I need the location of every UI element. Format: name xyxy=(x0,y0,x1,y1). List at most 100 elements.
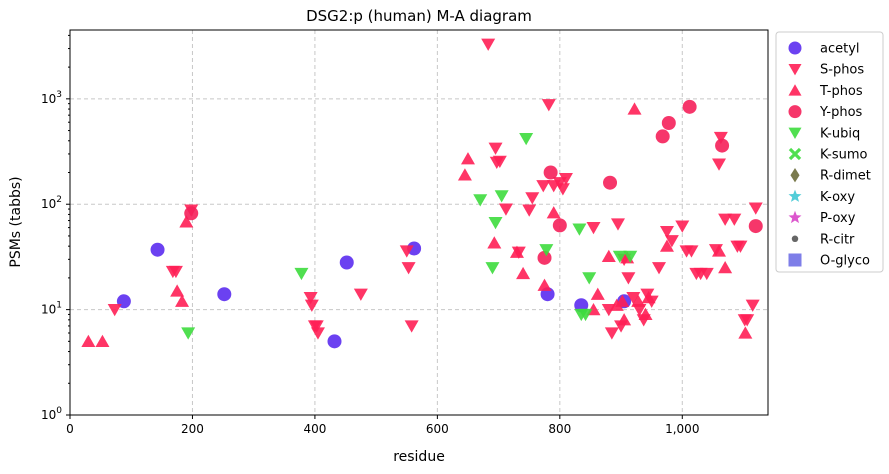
data-point xyxy=(682,99,697,114)
data-point xyxy=(170,284,185,297)
legend: acetyl S-phos T-phos Y-phos K-ubiq K-sumo R-di… xyxy=(775,31,884,273)
data-point xyxy=(407,241,422,256)
data-point xyxy=(617,313,632,326)
data-point xyxy=(603,175,618,190)
x-tick-label: 1,000 xyxy=(665,422,699,436)
x-tick-label: 0 xyxy=(66,422,74,436)
data-point xyxy=(519,132,534,146)
data-point xyxy=(539,244,554,257)
data-point xyxy=(727,213,742,226)
data-point xyxy=(217,287,232,302)
data-point xyxy=(699,267,714,281)
legend-marker xyxy=(788,127,802,139)
data-point xyxy=(718,213,733,226)
data-point xyxy=(339,255,354,270)
data-point xyxy=(631,294,646,307)
legend-label: K-oxy xyxy=(820,190,855,205)
data-point xyxy=(578,308,593,322)
data-point xyxy=(659,239,674,252)
data-point xyxy=(404,320,419,333)
data-point xyxy=(748,202,763,215)
data-point xyxy=(481,38,496,51)
data-point xyxy=(590,287,605,300)
legend-marker xyxy=(788,210,802,224)
data-point xyxy=(81,334,96,347)
x-tick-label: 600 xyxy=(426,422,449,436)
data-point xyxy=(536,180,551,193)
data-point xyxy=(552,218,567,233)
data-point xyxy=(745,299,760,312)
legend-label: P-oxy xyxy=(820,211,856,226)
data-point xyxy=(473,194,488,207)
y-tick-label: 103 xyxy=(41,90,62,106)
data-point xyxy=(601,249,616,262)
x-tick-label: 400 xyxy=(303,422,326,436)
data-point xyxy=(353,288,368,301)
data-point xyxy=(718,261,733,274)
data-point xyxy=(168,265,183,279)
legend-marker xyxy=(790,168,800,183)
data-point xyxy=(641,290,656,304)
data-point xyxy=(310,327,325,340)
data-point xyxy=(509,245,524,258)
plot-area-frame xyxy=(69,29,769,416)
legend-marker xyxy=(788,189,802,202)
x-tick-label: 200 xyxy=(181,422,204,436)
data-point xyxy=(522,204,537,217)
data-point xyxy=(537,278,552,291)
legend-marker xyxy=(788,64,802,76)
data-point xyxy=(712,158,727,171)
data-point xyxy=(748,219,763,234)
data-point xyxy=(184,206,199,221)
data-point xyxy=(95,334,110,347)
x-tick-label: 800 xyxy=(548,422,571,436)
data-point xyxy=(572,223,587,236)
y-axis: 100 101 102 103 xyxy=(41,34,70,422)
data-point xyxy=(586,222,601,235)
data-point xyxy=(179,215,194,228)
data-point xyxy=(712,244,727,257)
y-tick-label: 102 xyxy=(41,195,62,211)
data-point xyxy=(537,250,552,265)
legend-marker xyxy=(788,84,802,96)
data-point xyxy=(738,326,753,339)
data-point xyxy=(626,292,641,305)
data-point xyxy=(675,220,690,233)
data-point xyxy=(498,203,513,216)
data-point xyxy=(664,235,679,248)
legend-label: K-sumo xyxy=(820,148,868,163)
y-tick-label: 101 xyxy=(41,301,62,317)
x-axis-label: residue xyxy=(393,449,445,465)
data-point xyxy=(460,152,475,165)
legend-marker xyxy=(788,105,802,119)
legend-label: acetyl xyxy=(820,42,860,57)
data-point xyxy=(659,225,674,239)
data-point xyxy=(638,307,653,321)
data-point xyxy=(574,298,589,313)
legend-label: R-citr xyxy=(820,232,855,247)
data-point xyxy=(457,168,472,181)
data-point xyxy=(610,218,625,231)
data-point xyxy=(303,292,318,305)
data-point xyxy=(612,250,627,264)
legend-marker xyxy=(788,41,802,55)
legend-marker xyxy=(788,253,802,267)
data-point xyxy=(181,327,196,340)
data-point xyxy=(623,250,638,264)
y-tick-label: 100 xyxy=(41,406,62,422)
y-axis-label: PSMs (tabbs) xyxy=(8,176,24,267)
data-point xyxy=(401,262,416,275)
data-point xyxy=(652,262,667,275)
data-point xyxy=(632,304,647,317)
data-point xyxy=(488,216,503,230)
data-point xyxy=(485,262,500,275)
data-point xyxy=(555,183,570,196)
chart-title: DSG2:p (human) M-A diagram xyxy=(306,7,532,25)
data-point xyxy=(492,155,507,169)
x-axis: 0 200 400 600 800 1,000 xyxy=(66,415,699,436)
data-point xyxy=(733,240,748,253)
legend-marker xyxy=(788,147,802,161)
data-point xyxy=(543,165,558,180)
data-point xyxy=(740,314,755,327)
